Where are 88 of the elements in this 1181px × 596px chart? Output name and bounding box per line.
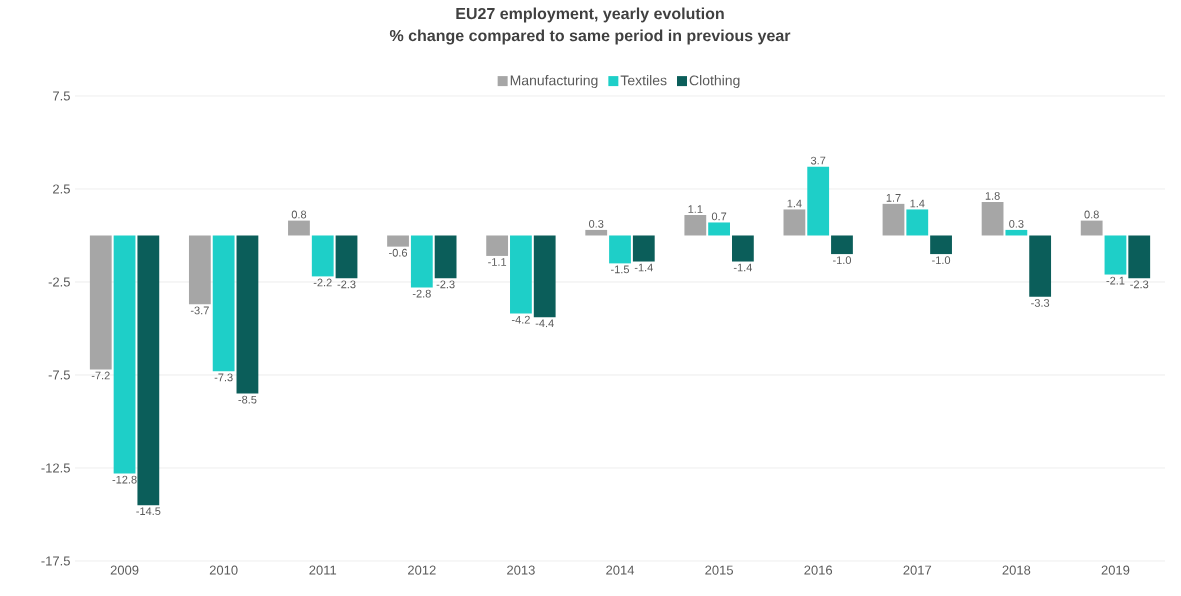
bar <box>311 235 334 277</box>
data-label: 0.3 <box>1009 219 1024 228</box>
data-label: -1.0 <box>832 256 852 265</box>
data-label: -1.5 <box>611 265 630 274</box>
bar <box>212 235 235 372</box>
legend-label: Clothing <box>689 75 740 89</box>
x-tick-label: 2016 <box>804 565 833 575</box>
bar <box>89 235 112 370</box>
bar <box>632 235 655 262</box>
y-tick-label: 2.5 <box>53 184 70 194</box>
x-tick-label: 2015 <box>705 565 734 575</box>
data-label: -14.5 <box>136 507 161 516</box>
bar <box>510 235 532 314</box>
data-label: -4.2 <box>511 315 530 324</box>
data-label: -12.8 <box>112 475 137 484</box>
data-label: -8.5 <box>238 395 257 404</box>
data-label: -7.2 <box>91 371 110 380</box>
bar <box>731 235 754 262</box>
x-tick-label: 2018 <box>1002 565 1031 575</box>
bar <box>831 235 853 255</box>
bar <box>882 203 905 236</box>
bar <box>1104 235 1127 275</box>
data-label: -3.3 <box>1031 299 1050 307</box>
bar <box>1029 235 1052 297</box>
x-tick-label: 2014 <box>606 565 635 575</box>
bar <box>335 235 358 279</box>
bar <box>137 235 160 506</box>
data-label: 3.7 <box>810 156 826 165</box>
bar <box>188 235 211 305</box>
data-label: -1.0 <box>932 256 951 265</box>
bar <box>585 229 608 236</box>
bar <box>410 235 433 288</box>
data-label: -7.3 <box>214 373 233 382</box>
data-label: 1.1 <box>688 205 703 213</box>
data-label: 0.8 <box>291 210 307 219</box>
bar <box>486 235 509 256</box>
data-label: 1.7 <box>886 194 901 202</box>
data-label: -1.1 <box>488 258 507 266</box>
data-label: -2.3 <box>337 280 356 289</box>
bar <box>434 235 457 279</box>
bar <box>906 209 929 236</box>
x-tick-label: 2010 <box>209 565 238 575</box>
bar <box>236 235 259 394</box>
data-label: -3.7 <box>190 306 209 315</box>
bar <box>684 215 707 236</box>
x-tick-label: 2017 <box>903 565 932 575</box>
y-tick-label: 7.5 <box>53 91 70 101</box>
bar <box>533 235 556 318</box>
bar <box>609 235 631 264</box>
x-tick-label: 2009 <box>110 565 139 575</box>
data-label: -2.1 <box>1106 276 1125 285</box>
x-tick-label: 2013 <box>507 565 535 575</box>
data-label: 1.8 <box>985 192 1000 200</box>
bar <box>708 222 730 236</box>
bar <box>113 235 136 474</box>
legend-label: Textiles <box>620 75 667 86</box>
bar <box>1080 220 1103 236</box>
y-tick-label: -17.5 <box>41 556 70 566</box>
bar <box>807 166 830 236</box>
bar <box>288 220 310 236</box>
y-tick-label: -12.5 <box>41 463 70 473</box>
data-label: -1.4 <box>733 263 753 272</box>
bar <box>1128 235 1151 279</box>
data-label: 0.3 <box>589 219 604 228</box>
bar <box>783 209 806 236</box>
data-label: -2.3 <box>436 280 455 289</box>
legend-label: Manufacturing <box>510 75 598 89</box>
data-label: -4.4 <box>535 319 554 328</box>
chart-title: EU27 employment, yearly evolution <box>456 7 724 23</box>
data-label: 0.7 <box>711 212 727 221</box>
data-label: -2.8 <box>412 289 431 298</box>
data-label: -1.4 <box>634 263 653 272</box>
bar <box>387 235 409 247</box>
bar <box>981 202 1004 236</box>
x-tick-label: 2011 <box>309 565 337 575</box>
bar <box>1005 229 1028 236</box>
data-label: -0.6 <box>389 248 408 257</box>
data-label: 1.4 <box>787 199 802 208</box>
chart-subtitle: % change compared to same period in previous year <box>389 29 791 45</box>
x-tick-label: 2012 <box>408 565 436 575</box>
y-tick-label: -2.5 <box>48 277 70 287</box>
data-label: -2.2 <box>313 278 332 287</box>
data-label: 0.8 <box>1084 210 1099 219</box>
data-label: -2.3 <box>1130 280 1149 289</box>
data-label: 1.4 <box>910 199 925 208</box>
x-tick-label: 2019 <box>1101 565 1130 575</box>
bar <box>930 235 952 255</box>
y-tick-label: -7.5 <box>48 370 70 380</box>
